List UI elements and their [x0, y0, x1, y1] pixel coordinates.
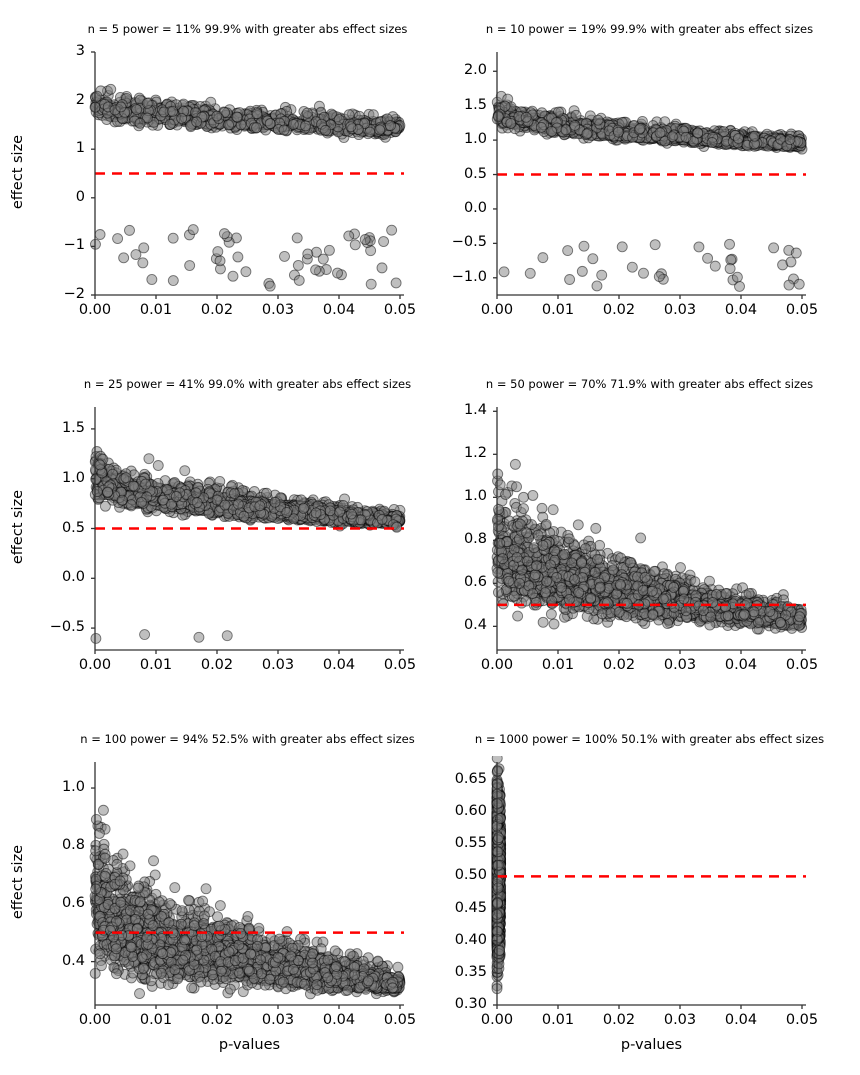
- y-tick-label: −1.0: [451, 268, 487, 285]
- y-tick-label: 1.0: [61, 469, 85, 486]
- x-tick-label: 0.03: [663, 1012, 697, 1028]
- y-tick-label: 1.5: [61, 419, 85, 436]
- y-tick-label: 1.0: [463, 131, 487, 148]
- x-tick-label: 0.01: [139, 302, 173, 318]
- x-tick-label: 0.00: [480, 1012, 514, 1028]
- plot-area-1000: [491, 756, 806, 1009]
- y-tick-label: 0.5: [463, 165, 487, 182]
- x-tick-label: 0.05: [383, 657, 417, 673]
- x-axis-label: p-values: [620, 1037, 683, 1053]
- x-tick-label: 0.05: [383, 1012, 417, 1028]
- y-tick-label: 3: [75, 43, 85, 59]
- y-tick-label: 1.2: [463, 445, 487, 462]
- x-tick-label: 0.05: [785, 302, 819, 318]
- y-tick-label: 0.40: [454, 931, 487, 948]
- panel-title: n = 10 power = 19% 99.9% with greater ab…: [485, 22, 814, 36]
- x-tick-label: 0.03: [261, 657, 295, 673]
- x-tick-label: 0.02: [602, 302, 636, 318]
- x-tick-label: 0.00: [480, 657, 514, 673]
- y-tick-label: 0.65: [454, 771, 487, 787]
- panel-title: n = 5 power = 11% 99.9% with greater abs…: [87, 22, 408, 36]
- x-tick-label: 0.00: [78, 657, 112, 673]
- x-tick-label: 0.03: [663, 657, 697, 673]
- plot-area-100: [89, 762, 406, 1009]
- y-tick-label: 0.4: [61, 952, 85, 969]
- y-tick-label: 0.45: [454, 899, 487, 916]
- y-tick-label: 0.0: [61, 569, 85, 586]
- y-tick-label: 0.60: [454, 803, 487, 820]
- y-tick-label: 0.5: [61, 519, 85, 536]
- y-tick-label: 0.35: [454, 963, 487, 980]
- x-tick-label: 0.04: [724, 302, 758, 318]
- x-tick-label: 0.02: [200, 657, 234, 673]
- y-tick-label: 0.6: [463, 574, 487, 591]
- x-tick-label: 0.03: [261, 1012, 295, 1028]
- x-tick-label: 0.04: [322, 1012, 356, 1028]
- x-tick-label: 0.00: [480, 302, 514, 318]
- x-tick-label: 0.04: [724, 1012, 758, 1028]
- x-tick-label: 0.01: [541, 1012, 575, 1028]
- y-tick-label: 2.0: [463, 62, 487, 79]
- y-tick-label: 1: [75, 140, 85, 157]
- x-tick-label: 0.05: [785, 1012, 819, 1028]
- panel-title: n = 25 power = 41% 99.0% with greater ab…: [83, 377, 412, 391]
- y-tick-label: 0.55: [454, 835, 487, 852]
- plot-area-25: [89, 407, 406, 654]
- y-tick-label: 2: [75, 91, 85, 108]
- x-axis-label: p-values: [218, 1037, 281, 1053]
- x-tick-label: 0.01: [541, 657, 575, 673]
- plot-area-50: [491, 407, 808, 654]
- y-tick-label: 1.4: [463, 402, 487, 419]
- y-tick-label: 0.50: [454, 867, 487, 884]
- y-tick-label: −1: [63, 237, 85, 254]
- y-tick-label: 0.8: [463, 531, 487, 548]
- panel-title: n = 1000 power = 100% 50.1% with greater…: [474, 732, 825, 746]
- y-tick-label: 0: [75, 188, 85, 205]
- plot-area-5: [89, 51, 406, 299]
- x-tick-label: 0.00: [78, 1012, 112, 1028]
- y-tick-label: −2: [63, 286, 85, 302]
- y-tick-label: 0.8: [61, 836, 85, 853]
- x-tick-label: 0.05: [383, 302, 417, 318]
- panel-title: n = 50 power = 70% 71.9% with greater ab…: [485, 377, 814, 391]
- x-tick-label: 0.04: [724, 657, 758, 673]
- y-tick-label: −0.5: [49, 619, 85, 636]
- x-tick-label: 0.04: [322, 657, 356, 673]
- x-tick-label: 0.05: [785, 657, 819, 673]
- x-tick-label: 0.02: [602, 1012, 636, 1028]
- y-tick-label: 1.0: [463, 488, 487, 505]
- x-tick-label: 0.04: [322, 302, 356, 318]
- y-tick-label: 1.5: [463, 96, 487, 113]
- panel-title: n = 100 power = 94% 52.5% with greater a…: [80, 732, 415, 746]
- x-tick-label: 0.01: [139, 657, 173, 673]
- y-tick-label: 1.0: [61, 779, 85, 796]
- y-tick-label: 0.4: [463, 617, 487, 634]
- x-tick-label: 0.01: [139, 1012, 173, 1028]
- x-tick-label: 0.02: [200, 1012, 234, 1028]
- x-tick-label: 0.03: [261, 302, 295, 318]
- y-tick-label: 0.6: [61, 894, 85, 911]
- y-tick-label: −0.5: [451, 234, 487, 251]
- x-tick-label: 0.01: [541, 302, 575, 318]
- y-tick-label: 0.30: [454, 996, 487, 1012]
- x-tick-label: 0.03: [663, 302, 697, 318]
- x-tick-label: 0.02: [602, 657, 636, 673]
- y-tick-label: 0.0: [463, 199, 487, 216]
- plot-area-10: [491, 52, 808, 299]
- x-tick-label: 0.00: [78, 302, 112, 318]
- x-tick-label: 0.02: [200, 302, 234, 318]
